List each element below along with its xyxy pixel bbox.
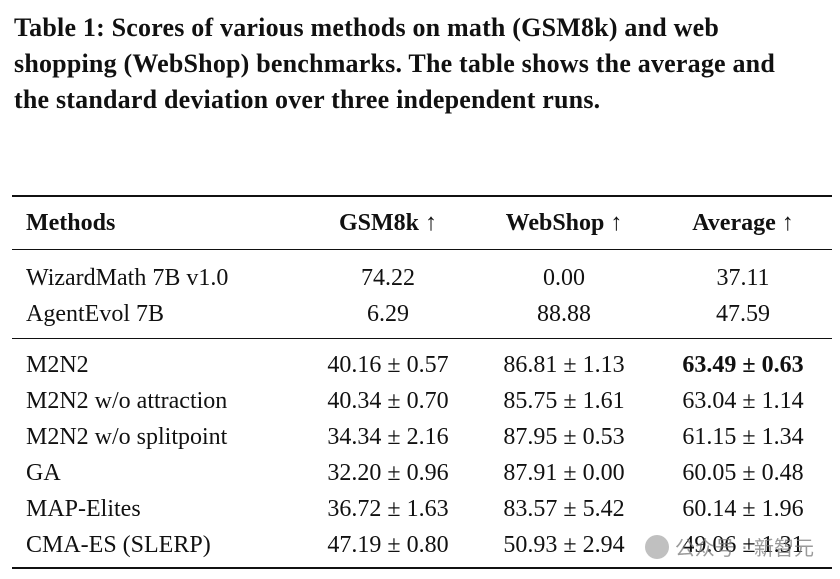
average-cell: 49.06 ± 1.31 xyxy=(654,527,832,569)
table-row: M2N2 w/o splitpoint 34.34 ± 2.16 87.95 ±… xyxy=(12,419,832,455)
results-table: Methods GSM8k ↑ WebShop ↑ Average ↑ Wiza… xyxy=(12,195,832,569)
webshop-cell: 87.95 ± 0.53 xyxy=(503,423,625,450)
table-row: AgentEvol 7B 6.29 88.88 47.59 xyxy=(12,296,832,339)
gsm8k-cell: 36.72 ± 1.63 xyxy=(327,495,449,522)
table-row: M2N2 w/o attraction 40.34 ± 0.70 85.75 ±… xyxy=(12,383,832,419)
gsm8k-cell: 40.34 ± 0.70 xyxy=(327,387,449,414)
method-cell: M2N2 w/o splitpoint xyxy=(26,423,228,450)
webshop-cell: 88.88 xyxy=(474,296,654,339)
table-row: CMA-ES (SLERP) 47.19 ± 0.80 50.93 ± 2.94… xyxy=(12,527,832,569)
method-cell: MAP-Elites xyxy=(26,495,141,522)
table-row: GA 32.20 ± 0.96 87.91 ± 0.00 60.05 ± 0.4… xyxy=(12,455,832,491)
average-cell: 63.04 ± 1.14 xyxy=(682,387,804,414)
gsm8k-cell: 47.19 ± 0.80 xyxy=(302,527,474,569)
webshop-cell: 85.75 ± 1.61 xyxy=(503,387,625,414)
table-row: MAP-Elites 36.72 ± 1.63 83.57 ± 5.42 60.… xyxy=(12,491,832,527)
gsm8k-cell: 6.29 xyxy=(302,296,474,339)
wechat-icon xyxy=(644,534,669,559)
table-row: WizardMath 7B v1.0 74.22 0.00 37.11 xyxy=(12,250,832,297)
webshop-cell: 50.93 ± 2.94 xyxy=(474,527,654,569)
gsm8k-cell: 34.34 ± 2.16 xyxy=(327,423,449,450)
watermark-text: 公众号 · 新智元 xyxy=(674,536,814,560)
method-cell: CMA-ES (SLERP) xyxy=(12,527,302,569)
average-cell: 60.14 ± 1.96 xyxy=(682,495,804,522)
webshop-cell: 0.00 xyxy=(543,264,585,291)
table-header-row: Methods GSM8k ↑ WebShop ↑ Average ↑ xyxy=(12,195,832,250)
method-cell: GA xyxy=(26,459,61,486)
header-methods: Methods xyxy=(12,195,302,250)
gsm8k-cell: 40.16 ± 0.57 xyxy=(327,351,449,378)
header-average: Average ↑ xyxy=(654,195,832,250)
average-cell: 47.59 xyxy=(654,296,832,339)
average-cell: 61.15 ± 1.34 xyxy=(682,423,804,450)
method-cell: M2N2 w/o attraction xyxy=(26,387,228,414)
average-cell-best: 63.49 ± 0.63 xyxy=(682,351,804,378)
method-cell: AgentEvol 7B xyxy=(12,296,302,339)
webshop-cell: 87.91 ± 0.00 xyxy=(503,459,625,486)
average-cell: 37.11 xyxy=(716,264,770,291)
table-caption: Table 1: Scores of various methods on ma… xyxy=(14,13,776,114)
watermark: 公众号 · 新智元 xyxy=(644,532,814,561)
gsm8k-cell: 74.22 xyxy=(361,264,415,291)
webshop-cell: 83.57 ± 5.42 xyxy=(503,495,625,522)
table-row: M2N2 40.16 ± 0.57 86.81 ± 1.13 63.49 ± 0… xyxy=(12,339,832,384)
header-webshop: WebShop ↑ xyxy=(474,195,654,250)
header-gsm8k: GSM8k ↑ xyxy=(302,195,474,250)
webshop-cell: 86.81 ± 1.13 xyxy=(503,351,625,378)
average-cell: 60.05 ± 0.48 xyxy=(682,459,804,486)
gsm8k-cell: 32.20 ± 0.96 xyxy=(327,459,449,486)
method-cell: M2N2 xyxy=(26,351,89,378)
method-cell: WizardMath 7B v1.0 xyxy=(26,264,229,291)
